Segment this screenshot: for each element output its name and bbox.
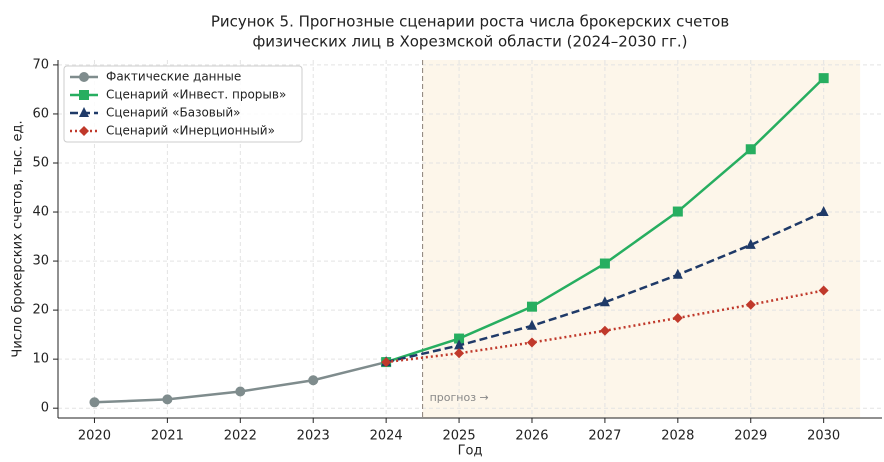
marker <box>308 375 319 386</box>
legend-box <box>63 65 303 143</box>
y-tick-label: 0 <box>41 401 49 416</box>
x-tick-label: 2027 <box>588 429 621 444</box>
marker <box>454 333 465 344</box>
marker <box>599 325 610 336</box>
y-axis-label: Число брокерских счетов, тыс. ед. <box>11 120 26 357</box>
marker <box>526 337 537 348</box>
x-tick-label: 2030 <box>807 429 840 444</box>
marker <box>599 258 610 269</box>
marker <box>672 206 683 217</box>
marker <box>381 357 392 368</box>
marker <box>672 312 683 323</box>
y-tick-label: 30 <box>32 254 49 269</box>
marker <box>89 397 100 408</box>
legend-label: Сценарий «Инвест. прорыв» <box>106 88 286 102</box>
marker <box>745 238 756 249</box>
y-tick-label: 60 <box>32 106 49 121</box>
x-tick-label: 2023 <box>297 429 330 444</box>
legend-label: Сценарий «Инерционный» <box>106 124 275 138</box>
y-tick-label: 70 <box>32 57 49 72</box>
marker <box>79 90 89 100</box>
x-tick-label: 2028 <box>661 429 694 444</box>
y-tick-label: 50 <box>32 155 49 170</box>
marker <box>745 299 756 310</box>
marker <box>79 107 89 117</box>
x-tick-label: 2026 <box>515 429 548 444</box>
x-tick-label: 2029 <box>734 429 767 444</box>
y-tick-label: 10 <box>32 352 49 367</box>
marker <box>79 126 89 136</box>
annotation: прогноз → <box>430 391 489 404</box>
x-tick-label: 2021 <box>151 429 184 444</box>
marker <box>454 339 465 350</box>
marker <box>818 73 829 84</box>
legend-label: Сценарий «Базовый» <box>106 106 241 120</box>
marker <box>745 144 756 155</box>
chart-title: Рисунок 5. Прогнозные сценарии роста чис… <box>211 13 729 31</box>
marker <box>526 319 537 330</box>
y-tick-label: 40 <box>32 205 49 220</box>
marker <box>672 268 683 279</box>
x-tick-label: 2022 <box>224 429 257 444</box>
marker <box>235 386 246 397</box>
marker <box>818 285 829 296</box>
x-tick-label: 2020 <box>78 429 111 444</box>
legend-label: Фактические данные <box>106 70 241 84</box>
marker <box>526 301 537 312</box>
marker <box>162 394 173 405</box>
x-tick-label: 2024 <box>370 429 403 444</box>
x-tick-label: 2025 <box>443 429 476 444</box>
x-axis-label: Год <box>458 444 483 459</box>
marker <box>79 72 89 82</box>
marker <box>818 206 829 217</box>
y-tick-label: 20 <box>32 303 49 318</box>
marker <box>599 296 610 307</box>
marker <box>454 348 465 359</box>
chart-title: физических лиц в Хорезмской области (202… <box>252 33 687 51</box>
